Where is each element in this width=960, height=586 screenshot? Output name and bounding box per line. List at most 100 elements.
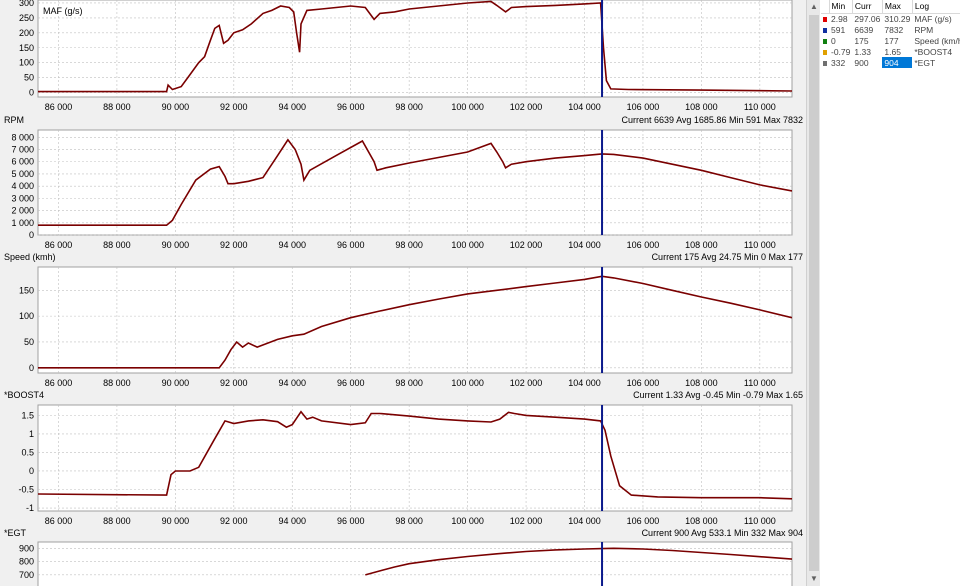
chart-boost[interactable]: 86 000 88 000 90 000 92 000 94 000 96 000 98 0… <box>0 402 806 527</box>
x-tick-label: 94 000 <box>278 378 306 388</box>
x-tick-label: 92 000 <box>220 102 248 112</box>
scrollbar-thumb[interactable] <box>809 15 819 571</box>
legend-row[interactable]: 0 175 177 Speed (km/h) <box>821 35 960 46</box>
legend-header-log[interactable]: Log <box>912 0 960 14</box>
legend-max: 310.29 <box>884 13 911 24</box>
x-tick-label: 88 000 <box>103 102 131 112</box>
legend-log: *BOOST4 <box>914 46 953 57</box>
x-tick-label: 98 000 <box>395 516 423 526</box>
legend-row[interactable]: 591 6639 7832 RPM <box>821 24 960 35</box>
y-tick-label: 100 <box>19 58 34 68</box>
maf-channel-label: MAF (g/s) <box>43 6 83 16</box>
x-tick-label: 86 000 <box>45 516 73 526</box>
x-tick-label: 110 000 <box>744 516 776 526</box>
y-tick-label: 7 000 <box>11 145 34 155</box>
y-tick-label: 1 000 <box>11 218 34 228</box>
x-tick-label: 88 000 <box>103 516 131 526</box>
x-tick-label: 110 000 <box>744 240 776 250</box>
x-tick-label: 90 000 <box>162 240 190 250</box>
chart-maf[interactable]: 86 000 88 000 90 000 92 000 94 000 96 000 98 0… <box>0 0 806 114</box>
x-tick-label: 108 000 <box>685 516 718 526</box>
chart-rpm[interactable]: 86 000 88 000 90 000 92 000 94 000 96 000 98 0… <box>0 127 806 251</box>
x-tick-label: 108 000 <box>685 378 718 388</box>
plot-area <box>37 404 793 512</box>
legend-curr: 900 <box>854 57 869 68</box>
speed-panel-header: Speed (kmh) Current 175 Avg 24.75 Min 0 … <box>0 251 806 264</box>
legend-log: RPM <box>914 24 934 35</box>
series-color-swatch <box>823 38 827 44</box>
x-tick-label: 90 000 <box>162 102 190 112</box>
legend-max: 177 <box>884 35 899 46</box>
x-tick-label: 94 000 <box>278 240 306 250</box>
y-tick-label: -0.5 <box>18 485 34 495</box>
chart-speed[interactable]: 86 000 88 000 90 000 92 000 94 000 96 000 98 0… <box>0 264 806 389</box>
plot-area <box>37 266 793 374</box>
x-tick-label: 96 000 <box>337 378 365 388</box>
x-tick-label: 92 000 <box>220 378 248 388</box>
y-tick-label: 150 <box>19 43 34 53</box>
series-color-swatch <box>823 60 827 66</box>
legend-min: 0 <box>831 35 836 46</box>
legend-swatch-cell <box>821 13 829 24</box>
y-tick-label: 1.5 <box>21 410 34 420</box>
speed-panel-stats: Current 175 Avg 24.75 Min 0 Max 177 <box>651 252 803 262</box>
y-tick-label: 150 <box>19 285 34 295</box>
plot-area <box>37 129 793 236</box>
y-tick-label: 900 <box>19 544 34 554</box>
series-line <box>38 0 792 93</box>
log-legend-table: Min Curr Max Log 2.98 297.06 310.29 MAF … <box>821 0 960 586</box>
y-tick-label: 1 <box>29 429 34 439</box>
series-line <box>38 138 792 226</box>
x-tick-label: 110 000 <box>744 378 776 388</box>
vertical-scrollbar[interactable]: ▲ ▼ <box>806 0 820 586</box>
series-color-swatch <box>823 49 827 55</box>
x-tick-label: 110 000 <box>744 102 776 112</box>
x-tick-label: 104 000 <box>568 516 601 526</box>
y-tick-label: 8 000 <box>11 132 34 142</box>
y-tick-label: 50 <box>24 337 34 347</box>
legend-header-curr[interactable]: Curr <box>852 0 883 14</box>
y-tick-label: 0 <box>29 466 34 476</box>
x-tick-label: 104 000 <box>568 378 601 388</box>
speed-panel-title: Speed (kmh) <box>4 252 56 262</box>
scroll-up-arrow-icon[interactable]: ▲ <box>810 2 818 11</box>
series-line <box>38 410 792 500</box>
y-tick-label: 50 <box>24 73 34 83</box>
legend-header-max[interactable]: Max <box>882 0 913 14</box>
y-tick-label: 2 000 <box>11 206 34 216</box>
legend-max: 7832 <box>884 24 904 35</box>
legend-row[interactable]: 332 900 904 *EGT <box>821 57 960 68</box>
chart-egt[interactable]: 700 800 900 <box>0 540 806 586</box>
x-tick-label: 102 000 <box>510 516 543 526</box>
x-tick-label: 106 000 <box>627 240 660 250</box>
legend-row[interactable]: -0.79 1.33 1.65 *BOOST4 <box>821 46 960 57</box>
x-tick-label: 86 000 <box>45 240 73 250</box>
y-tick-label: 4 000 <box>11 181 34 191</box>
legend-row[interactable]: 2.98 297.06 310.29 MAF (g/s) <box>821 13 960 24</box>
x-tick-label: 106 000 <box>627 378 660 388</box>
legend-log: MAF (g/s) <box>914 13 952 24</box>
y-tick-label: 5 000 <box>11 169 34 179</box>
legend-header-min[interactable]: Min <box>829 0 853 14</box>
legend-min: 591 <box>831 24 846 35</box>
scroll-down-arrow-icon[interactable]: ▼ <box>810 574 818 583</box>
egt-panel-stats: Current 900 Avg 533.1 Min 332 Max 904 <box>641 528 803 538</box>
legend-min: 2.98 <box>831 13 848 24</box>
legend-max: 1.65 <box>884 46 901 57</box>
legend-curr: 1.33 <box>854 46 871 57</box>
plot-area <box>37 541 793 586</box>
legend-swatch-cell <box>821 57 829 68</box>
x-tick-label: 96 000 <box>337 240 365 250</box>
y-tick-label: 800 <box>19 557 34 567</box>
legend-min: -0.79 <box>831 46 851 57</box>
x-tick-label: 90 000 <box>162 516 190 526</box>
x-tick-label: 88 000 <box>103 240 131 250</box>
x-tick-label: 94 000 <box>278 102 306 112</box>
x-tick-label: 96 000 <box>337 102 365 112</box>
legend-swatch-cell <box>821 46 829 57</box>
legend-min: 332 <box>831 57 846 68</box>
y-tick-label: 0 <box>29 230 34 240</box>
y-tick-label: 0 <box>29 88 34 98</box>
legend-max-selected[interactable]: 904 <box>882 57 913 68</box>
y-tick-label: 700 <box>19 570 34 580</box>
